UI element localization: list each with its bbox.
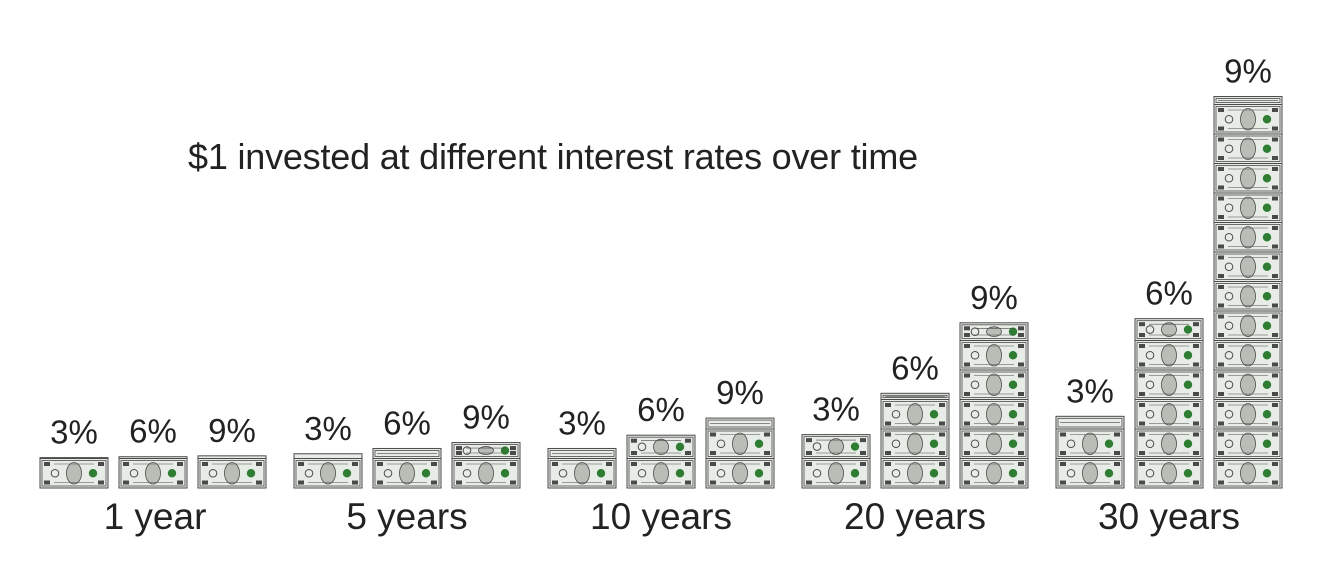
money-stack-bar [1213, 96, 1283, 489]
rate-label: 9% [462, 399, 510, 436]
rate-label: 9% [970, 279, 1018, 316]
rate-label: 9% [1224, 53, 1272, 90]
money-stack-bar [39, 457, 109, 489]
money-stack-bar [705, 417, 775, 489]
rate-label: 3% [304, 410, 352, 447]
money-stack-bar [197, 455, 267, 489]
time-period-label: 20 years [844, 496, 986, 537]
money-stack-bar [959, 322, 1029, 489]
money-stack-bar [1134, 318, 1204, 489]
money-stack-bar [451, 442, 521, 489]
money-stack-bar [547, 447, 617, 489]
chart-title: $1 invested at different interest rates … [188, 136, 918, 177]
time-period-label: 5 years [346, 496, 467, 537]
rate-label: 9% [716, 374, 764, 411]
money-stack-bar [118, 456, 188, 489]
rate-label: 3% [50, 414, 98, 451]
money-stack-bar [880, 392, 950, 489]
rate-label: 3% [812, 391, 860, 428]
time-period-label: 10 years [590, 496, 732, 537]
rate-label: 6% [1145, 275, 1193, 312]
rate-label: 6% [891, 349, 939, 386]
time-period-label: 1 year [104, 496, 207, 537]
rate-label: 9% [208, 412, 256, 449]
money-stack-bar [372, 447, 442, 489]
rate-label: 3% [1066, 372, 1114, 409]
money-stack-bar [626, 434, 696, 489]
money-stack-bar [1055, 415, 1125, 489]
rate-label: 6% [637, 391, 685, 428]
rate-label: 6% [383, 404, 431, 441]
time-period-label: 30 years [1098, 496, 1240, 537]
money-stack-bar [801, 434, 871, 489]
money-stack-bar [293, 453, 363, 489]
rate-label: 3% [558, 404, 606, 441]
rate-label: 6% [129, 413, 177, 450]
